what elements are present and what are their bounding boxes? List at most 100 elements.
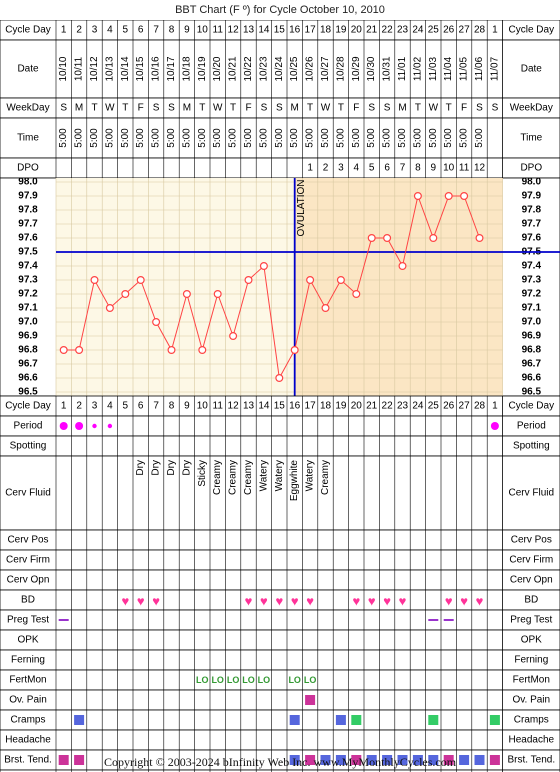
date-cell: 10/25 (289, 56, 300, 81)
cycle_day-cell: 25 (428, 401, 440, 412)
cervical-fluid-label: Dry (166, 460, 177, 476)
row-label-right-cycle_day-repeat: Cycle Day (509, 401, 555, 412)
temp-point (198, 346, 207, 355)
row-label-right-dpo: DPO (520, 163, 542, 174)
fertmon-reading: LO (211, 675, 224, 685)
time-cell: 5:00 (258, 128, 269, 148)
cycle_day-cell: 11 (213, 401, 224, 412)
cycle_day-cell: 18 (320, 25, 332, 36)
date-cell: 11/03 (428, 56, 439, 81)
row-moody (0, 769, 560, 772)
row-label-right-period: Period (517, 421, 546, 432)
dpo-cell: 10 (443, 163, 455, 174)
date-cell: 10/29 (351, 56, 362, 81)
y-tick-label: 97.5 (18, 247, 38, 258)
y-tick-label: 97.7 (18, 219, 38, 230)
bd-heart-icon: ♥ (445, 594, 453, 609)
row-headache (0, 729, 560, 751)
date-cell: 10/19 (197, 56, 208, 81)
cycle_day-cell: 9 (184, 401, 190, 412)
row-label-cerv-pos: Cerv Pos (7, 535, 48, 546)
brst-tend-mark (428, 755, 439, 765)
brst-tend-mark (351, 755, 362, 765)
date-cell: 10/30 (366, 56, 377, 81)
cycle_day-cell: 22 (382, 401, 394, 412)
cervical-fluid-label: Creamy (228, 460, 239, 495)
temp-point (167, 346, 176, 355)
date-cell: 10/31 (382, 56, 393, 81)
ovulation-label: OVULATION (296, 179, 307, 236)
dpo-cell: 9 (431, 163, 437, 174)
temp-point (429, 234, 438, 243)
fertmon-reading: LO (258, 675, 271, 685)
brst-tend-mark (74, 755, 85, 765)
date-cell: 10/18 (181, 56, 192, 81)
date-cell: 10/17 (166, 56, 177, 81)
fertmon-reading: LO (196, 675, 209, 685)
row-label-headache: Headache (5, 735, 51, 746)
brst-tend-mark (366, 755, 377, 765)
row-label-dpo: DPO (17, 163, 39, 174)
weekday-cell: S (368, 103, 375, 114)
row-label-right-headache: Headache (509, 735, 555, 746)
time-cell: 5:00 (181, 128, 192, 148)
row-label-cerv-fluid: Cerv Fluid (5, 488, 51, 499)
cycle_day-cell: 9 (184, 25, 190, 36)
brst-tend-mark (335, 755, 346, 765)
cycle_day-cell: 4 (107, 25, 113, 36)
weekday-cell: S (261, 103, 268, 114)
cycle_day-cell: 14 (258, 25, 270, 36)
row-label-right-cycle_day: Cycle Day (509, 25, 555, 36)
dpo-cell: 11 (459, 163, 470, 174)
cycle_day-cell: 18 (320, 401, 332, 412)
date-cell: 11/05 (459, 56, 470, 81)
temp-point (213, 290, 222, 299)
cycle_day-cell: 1 (61, 401, 67, 412)
y-tick-label-right: 97.8 (522, 205, 542, 216)
y-tick-label-right: 97.6 (522, 233, 542, 244)
row-label-right-time: Time (520, 133, 542, 144)
temp-point (105, 304, 114, 313)
row-label-brst-tend: Brst. Tend. (4, 755, 52, 766)
cycle_day-cell: 28 (474, 401, 486, 412)
date-cell: 10/20 (212, 56, 223, 81)
cycle_day-cell: 16 (289, 401, 301, 412)
cervical-fluid-label: Sticky (197, 460, 208, 487)
dpo-cell: 2 (323, 163, 329, 174)
y-tick-label: 96.7 (18, 359, 38, 370)
y-tick-label-right: 98.0 (522, 177, 542, 188)
date-cell: 10/21 (228, 56, 239, 81)
temp-point (59, 346, 68, 355)
bd-heart-icon: ♥ (260, 594, 268, 609)
y-tick-label-right: 96.7 (522, 359, 542, 370)
row-label-right-bd: BD (524, 595, 538, 606)
time-cell: 5:00 (135, 128, 146, 148)
row-label-cramps: Cramps (10, 715, 45, 726)
time-cell: 5:00 (228, 128, 239, 148)
weekday-cell: M (291, 103, 299, 114)
row-label-right-cerv-pos: Cerv Pos (511, 535, 552, 546)
y-tick-label: 97.9 (18, 191, 38, 202)
temp-point (367, 234, 376, 243)
cervical-fluid-label: Creamy (320, 460, 331, 495)
cycle_day-cell: 11 (213, 25, 224, 36)
row-label-ov-pain: Ov. Pain (9, 695, 47, 706)
date-cell: 10/16 (151, 56, 162, 81)
cycle_day-cell: 5 (123, 25, 129, 36)
y-tick-label-right: 97.9 (522, 191, 542, 202)
temp-point (352, 290, 361, 299)
cycle_day-cell: 25 (428, 25, 440, 36)
y-tick-label-right: 97.0 (522, 317, 542, 328)
time-cell: 5:00 (320, 128, 331, 148)
cycle_day-cell: 3 (92, 401, 98, 412)
cervical-fluid-label: Creamy (212, 460, 223, 495)
cycle_day-cell: 12 (228, 25, 240, 36)
pre-ovulation-background (56, 178, 295, 396)
brst-tend-mark (305, 755, 316, 765)
time-cell: 5:00 (428, 128, 439, 148)
time-cell: 5:00 (305, 128, 316, 148)
cycle_day-cell: 20 (351, 25, 363, 36)
row-label-right-ov-pain: Ov. Pain (512, 695, 550, 706)
dpo-cell: 1 (307, 163, 313, 174)
row-label-cerv-firm: Cerv Firm (6, 555, 50, 566)
